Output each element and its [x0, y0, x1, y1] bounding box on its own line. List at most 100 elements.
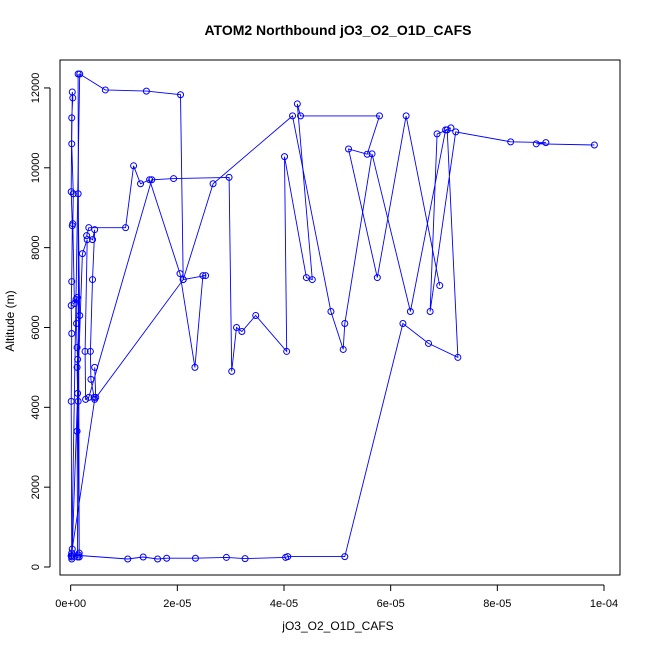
data-point [89, 276, 97, 284]
data-point [73, 363, 81, 371]
data-point [142, 87, 150, 95]
data-point [163, 554, 171, 562]
y-tick-label: 2000 [30, 475, 42, 499]
data-point [542, 139, 550, 147]
series-5 [67, 112, 455, 560]
data-point [73, 294, 81, 302]
x-tick-label: 1e-04 [590, 598, 618, 610]
data-point [68, 329, 76, 337]
plot-frame [59, 59, 621, 576]
data-point [425, 339, 433, 347]
y-tick-label: 8000 [30, 235, 42, 259]
data-point [252, 312, 260, 320]
data-point [284, 553, 292, 561]
x-axis-label: jO3_O2_O1D_CAFS [281, 619, 393, 633]
data-point [67, 188, 75, 196]
data-point [199, 272, 207, 280]
data-point [139, 553, 147, 561]
data-point [209, 180, 217, 188]
data-point [433, 130, 441, 138]
data-point [345, 145, 353, 153]
x-tick-label: 0e+00 [55, 598, 86, 610]
data-point [341, 553, 349, 561]
data-point [83, 232, 91, 240]
series-layer [67, 70, 598, 563]
data-point [124, 555, 132, 563]
data-point [73, 319, 81, 327]
data-point [179, 276, 187, 284]
data-point [281, 153, 289, 161]
series-line [71, 73, 206, 558]
y-tick-label: 4000 [30, 395, 42, 419]
data-point [83, 236, 91, 244]
data-point [308, 276, 316, 284]
data-point [426, 308, 434, 316]
data-point [91, 226, 99, 234]
data-point [69, 220, 77, 228]
data-point [154, 555, 162, 563]
series-line [70, 73, 81, 560]
data-point [454, 353, 462, 361]
data-point [101, 86, 109, 94]
x-tick-label: 4e-05 [270, 598, 298, 610]
data-point [339, 345, 347, 353]
data-point [233, 323, 241, 331]
data-point [402, 112, 410, 120]
data-point [68, 88, 76, 96]
data-point [293, 100, 301, 108]
data-point [399, 319, 407, 327]
y-tick-label: 10000 [30, 152, 42, 183]
data-point [176, 270, 184, 278]
data-point [68, 114, 76, 122]
data-point [86, 347, 94, 355]
data-point [191, 554, 199, 562]
data-point [289, 112, 297, 120]
data-point [241, 555, 249, 563]
data-point [67, 552, 75, 560]
x-tick-label: 2e-05 [163, 598, 191, 610]
data-point [68, 140, 76, 148]
data-point [363, 150, 371, 158]
data-point [341, 319, 349, 327]
data-point [507, 138, 515, 146]
data-point [191, 363, 199, 371]
y-tick-label: 6000 [30, 315, 42, 339]
series-line [71, 103, 441, 550]
data-point [75, 553, 83, 561]
x-tick-label: 8e-05 [483, 598, 511, 610]
y-tick-label: 12000 [30, 73, 42, 104]
data-point [238, 327, 246, 335]
data-point [368, 150, 376, 158]
data-point [73, 343, 81, 351]
data-point [75, 549, 83, 557]
data-point [130, 162, 138, 170]
data-point [373, 274, 381, 282]
data-point [69, 190, 77, 198]
data-point [78, 250, 86, 258]
data-point [297, 112, 305, 120]
data-point [222, 553, 230, 561]
data-point [327, 308, 335, 316]
data-point [228, 367, 236, 375]
data-point [70, 300, 78, 308]
data-point [406, 308, 414, 316]
chart-title: ATOM2 Northbound jO3_O2_O1D_CAFS [204, 22, 471, 38]
x-tick-label: 6e-05 [377, 598, 405, 610]
data-point [447, 124, 455, 132]
data-point [122, 224, 130, 232]
data-point [532, 140, 540, 148]
series-3 [68, 100, 444, 553]
y-axis-label: Altitude (m) [3, 290, 17, 351]
y-tick-label: 0 [30, 564, 42, 570]
y-axis: 0 2000 4000 6000 8000 10000 12000 [30, 73, 51, 570]
data-point [177, 91, 185, 99]
data-point [91, 395, 99, 403]
data-point [74, 397, 82, 405]
data-point [202, 272, 210, 280]
series-2 [68, 70, 210, 561]
data-point [452, 128, 460, 136]
data-point [436, 282, 444, 290]
series-line [72, 129, 595, 560]
